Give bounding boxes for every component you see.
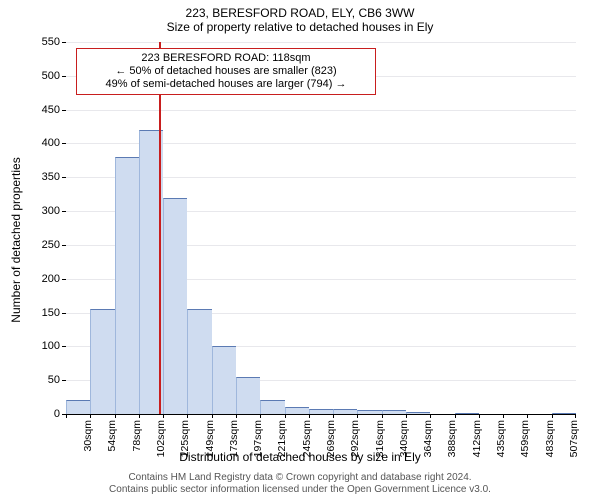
- x-tick-mark: [115, 414, 116, 418]
- y-tick-label: 500: [20, 70, 60, 82]
- title-block: 223, BERESFORD ROAD, ELY, CB6 3WW Size o…: [0, 6, 600, 34]
- y-tick-mark: [62, 245, 66, 246]
- x-tick-mark: [406, 414, 407, 418]
- x-tick-mark: [212, 414, 213, 418]
- histogram-bar: [357, 410, 381, 414]
- x-tick-mark: [357, 414, 358, 418]
- histogram-bar: [455, 413, 479, 414]
- x-tick-mark: [430, 414, 431, 418]
- y-tick-mark: [62, 177, 66, 178]
- x-tick-mark: [90, 414, 91, 418]
- annotation-line: 49% of semi-detached houses are larger (…: [83, 78, 369, 91]
- y-tick-mark: [62, 313, 66, 314]
- y-tick-label: 50: [20, 374, 60, 386]
- histogram-bar: [236, 377, 260, 414]
- annotation-line: 223 BERESFORD ROAD: 118sqm: [83, 52, 369, 65]
- y-tick-label: 400: [20, 137, 60, 149]
- x-tick-mark: [479, 414, 480, 418]
- y-tick-label: 100: [20, 340, 60, 352]
- y-tick-label: 200: [20, 273, 60, 285]
- reference-line: [159, 42, 161, 414]
- x-tick-label: 30sqm: [82, 420, 94, 452]
- y-tick-label: 450: [20, 104, 60, 116]
- histogram-bar: [90, 309, 114, 414]
- x-axis-baseline: [66, 414, 576, 415]
- histogram-bar: [163, 198, 187, 414]
- x-tick-mark: [139, 414, 140, 418]
- footer-line-1: Contains HM Land Registry data © Crown c…: [0, 472, 600, 484]
- annotation-line: ← 50% of detached houses are smaller (82…: [83, 65, 369, 78]
- grid-line: [66, 42, 576, 43]
- y-tick-label: 150: [20, 307, 60, 319]
- x-tick-mark: [333, 414, 334, 418]
- y-tick-label: 0: [20, 408, 60, 420]
- y-tick-mark: [62, 143, 66, 144]
- histogram-bar: [212, 346, 236, 414]
- x-tick-mark: [527, 414, 528, 418]
- annotation-box: 223 BERESFORD ROAD: 118sqm← 50% of detac…: [76, 48, 376, 95]
- x-tick-label: 78sqm: [131, 420, 143, 452]
- x-tick-mark: [382, 414, 383, 418]
- histogram-bar: [309, 409, 333, 414]
- y-tick-mark: [62, 110, 66, 111]
- y-tick-mark: [62, 76, 66, 77]
- footer-line-2: Contains public sector information licen…: [0, 484, 600, 496]
- y-tick-mark: [62, 211, 66, 212]
- histogram-bar: [187, 309, 211, 414]
- histogram-bar: [333, 409, 357, 414]
- histogram-bar: [66, 400, 90, 414]
- y-tick-label: 300: [20, 205, 60, 217]
- footer: Contains HM Land Registry data © Crown c…: [0, 472, 600, 496]
- x-tick-mark: [503, 414, 504, 418]
- y-tick-mark: [62, 279, 66, 280]
- x-tick-mark: [163, 414, 164, 418]
- y-tick-mark: [62, 42, 66, 43]
- histogram-bar: [285, 407, 309, 414]
- x-tick-mark: [187, 414, 188, 418]
- grid-line: [66, 110, 576, 111]
- super-title: 223, BERESFORD ROAD, ELY, CB6 3WW: [0, 6, 600, 20]
- histogram-bar: [406, 412, 430, 414]
- x-tick-mark: [260, 414, 261, 418]
- histogram-bar: [382, 410, 406, 414]
- x-tick-mark: [236, 414, 237, 418]
- y-tick-mark: [62, 346, 66, 347]
- x-tick-label: 54sqm: [106, 420, 118, 452]
- y-tick-label: 350: [20, 171, 60, 183]
- y-tick-mark: [62, 380, 66, 381]
- x-tick-mark: [455, 414, 456, 418]
- plot-area: 05010015020025030035040045050055030sqm54…: [66, 42, 576, 414]
- x-axis-label: Distribution of detached houses by size …: [0, 450, 600, 464]
- histogram-bar: [552, 413, 576, 414]
- x-tick-mark: [575, 414, 576, 418]
- x-tick-mark: [309, 414, 310, 418]
- histogram-bar: [260, 400, 284, 414]
- y-tick-label: 250: [20, 239, 60, 251]
- sub-title: Size of property relative to detached ho…: [0, 20, 600, 34]
- y-tick-label: 550: [20, 36, 60, 48]
- histogram-bar: [115, 157, 139, 414]
- x-tick-mark: [552, 414, 553, 418]
- x-tick-mark: [285, 414, 286, 418]
- chart-root: 223, BERESFORD ROAD, ELY, CB6 3WW Size o…: [0, 0, 600, 500]
- x-tick-mark: [66, 414, 67, 418]
